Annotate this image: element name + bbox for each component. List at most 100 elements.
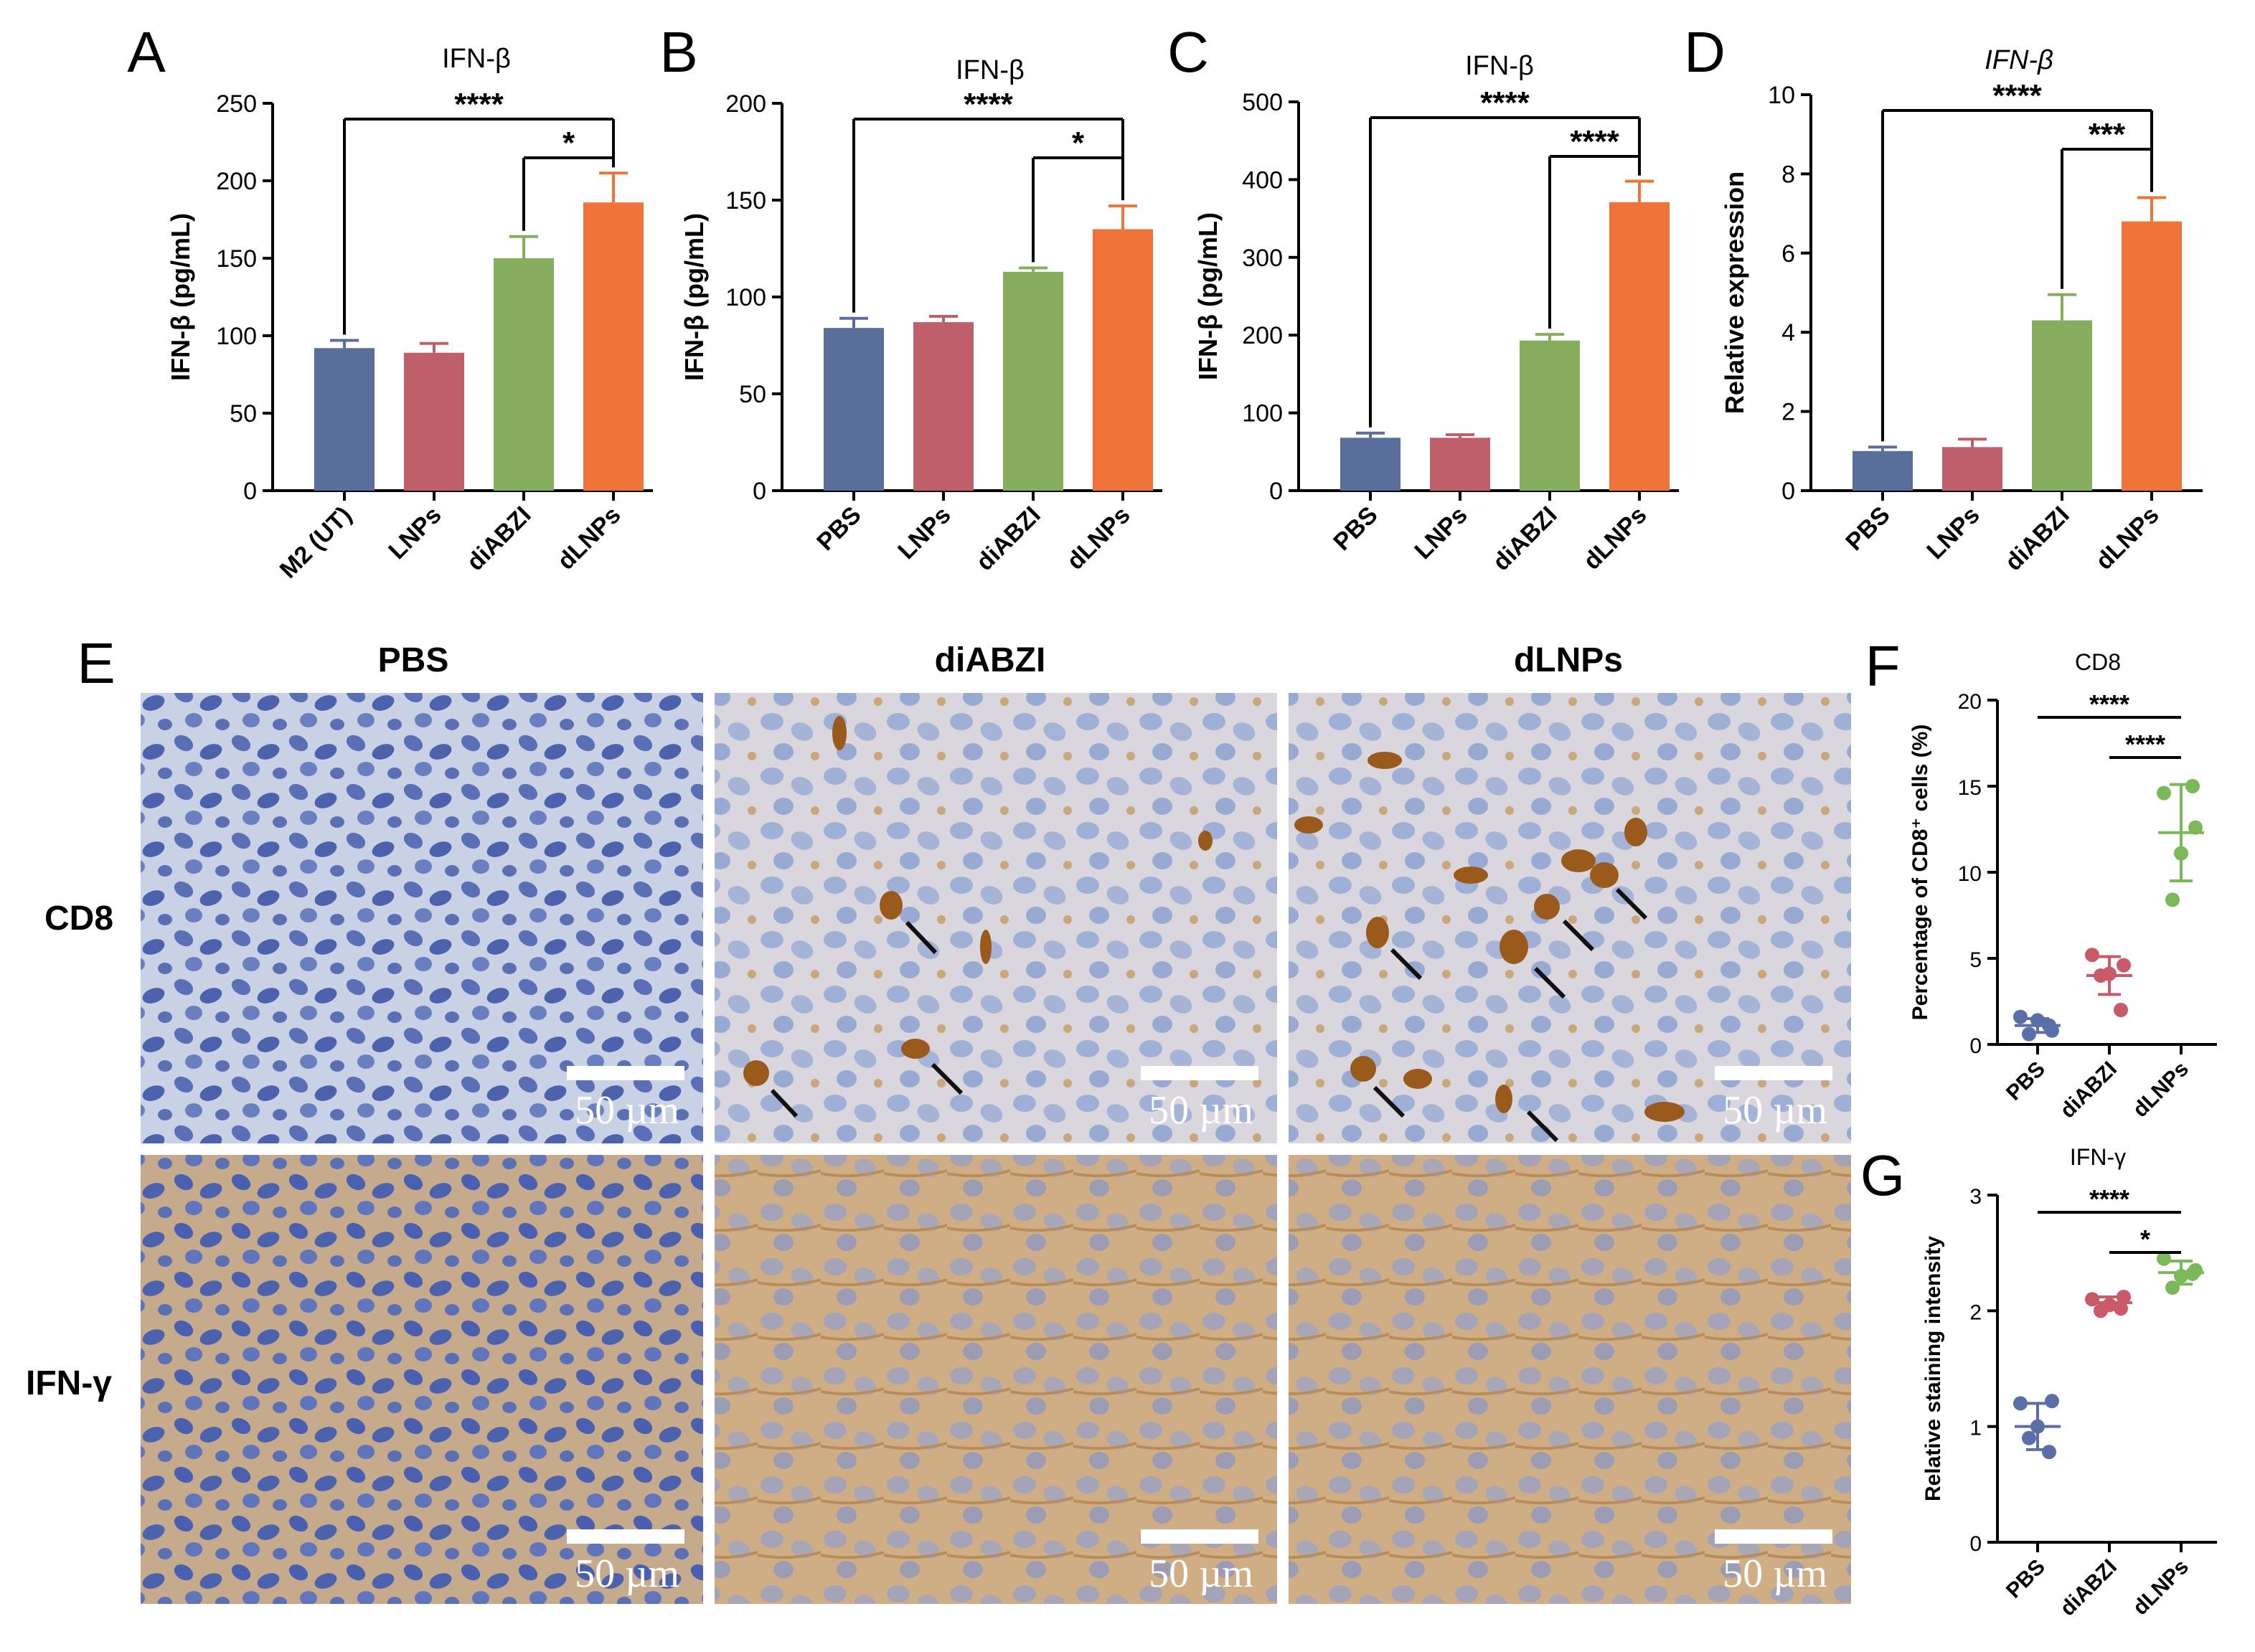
y-tick-label: 500 (1242, 89, 1283, 116)
x-tick-label: PBS (1328, 501, 1383, 556)
sig-label: **** (2089, 689, 2129, 719)
scale-label: 50 µm (1723, 1088, 1827, 1133)
bar (1093, 229, 1153, 491)
panel-letter: F (1865, 634, 1901, 698)
scale-label: 50 µm (1723, 1552, 1827, 1596)
bar (1942, 447, 2002, 491)
y-tick-label: 6 (1781, 240, 1795, 268)
x-tick-label: diABZI (461, 501, 536, 576)
y-tick-label: 200 (725, 90, 766, 118)
y-tick-label: 15 (1958, 776, 1982, 800)
sig-label: **** (964, 87, 1013, 122)
x-tick-label: dLNPs (1062, 501, 1136, 575)
y-tick-label: 150 (216, 245, 257, 273)
sig-label: **** (454, 87, 504, 122)
x-tick-label: PBS (2002, 1555, 2050, 1603)
x-tick-label: dLNPs (2128, 1555, 2193, 1620)
bar (1430, 438, 1490, 491)
x-tick-label: LNPs (383, 501, 446, 565)
y-tick-label: 0 (1969, 1532, 1982, 1556)
y-tick-label: 50 (739, 381, 766, 408)
sig-label: **** (1480, 85, 1530, 121)
data-point (2174, 1268, 2188, 1283)
x-tick-label: diABZI (2000, 501, 2074, 576)
sig-label: **** (2089, 1184, 2129, 1214)
sig-label: * (1072, 126, 1085, 161)
y-tick-label: 0 (753, 478, 766, 505)
scale-label: 50 µm (575, 1088, 679, 1133)
chart-panel: G IFN-γ Relative staining intensity 0 1 2 3 PBS… (1860, 1143, 2217, 1620)
sig-label: **** (1570, 124, 1619, 159)
bar (1520, 340, 1580, 491)
y-tick-label: 2 (1969, 1301, 1982, 1324)
sig-label: * (2140, 1224, 2150, 1254)
x-tick-label: PBS (811, 501, 866, 556)
data-point (2022, 1026, 2036, 1042)
y-tick-label: 5 (1969, 948, 1982, 972)
data-point (2157, 785, 2171, 801)
y-tick-label: 1 (1969, 1417, 1982, 1440)
x-tick-label: diABZI (1487, 501, 1562, 576)
x-tick-label: dLNPs (1578, 501, 1652, 575)
data-point (2185, 779, 2200, 793)
y-tick-label: 8 (1781, 161, 1795, 188)
bar (314, 348, 375, 491)
row-label: CD8 (44, 900, 113, 938)
scale-label: 50 µm (575, 1552, 679, 1596)
y-tick-label: 0 (1969, 1034, 1982, 1058)
chart-panel: F CD8 Percentage of CD8⁺ cells (%) 0 5 10 15 20… (1865, 634, 2217, 1123)
y-tick-label: 3 (1969, 1185, 1982, 1209)
data-point (2094, 1303, 2108, 1318)
micrograph (141, 1155, 703, 1604)
bar (1340, 438, 1400, 491)
chart-title: IFN-β (442, 44, 511, 74)
x-tick-label: LNPs (1921, 501, 1985, 565)
bar (1609, 202, 1670, 491)
data-point (2117, 1289, 2131, 1304)
sig-label: * (562, 126, 575, 161)
chart-title: IFN-β (956, 55, 1025, 85)
panel-letter: B (659, 20, 697, 84)
panel-letter: G (1860, 1143, 1905, 1207)
x-tick-label: PBS (1840, 501, 1895, 556)
bar (1003, 271, 1063, 491)
chart-title: IFN-β (1465, 51, 1534, 81)
data-point (2165, 892, 2180, 907)
data-point (2165, 1280, 2180, 1295)
histology-panel: E PBS diABZI dLNPs CD8 IFN-γ 50 µm 50 µm… (26, 631, 1851, 1604)
arrows (770, 887, 1648, 1143)
x-tick-label: LNPs (893, 501, 956, 565)
bar (583, 202, 644, 491)
panel-letter: C (1167, 20, 1209, 84)
chart-panel: A IFN-β IFN-β (pg/mL) 0 50 100 150 200 250 M2 (UT… (127, 20, 653, 584)
data-point (2188, 820, 2203, 835)
y-tick-label: 0 (243, 478, 257, 505)
data-point (2085, 948, 2099, 963)
y-tick-label: 4 (1781, 319, 1795, 346)
y-tick-label: 0 (1781, 478, 1795, 505)
data-point (2013, 1396, 2028, 1411)
x-tick-label: LNPs (1409, 501, 1472, 565)
y-tick-label: 10 (1768, 82, 1795, 109)
y-tick-label: 50 (230, 400, 257, 428)
y-axis-label: Percentage of CD8⁺ cells (%) (1908, 724, 1932, 1021)
chart-title: IFN-γ (2070, 1144, 2126, 1170)
column-label: diABZI (935, 641, 1046, 679)
y-tick-label: 2 (1781, 399, 1795, 426)
panel-letter: E (77, 631, 115, 695)
x-tick-label: diABZI (971, 501, 1045, 576)
y-tick-label: 0 (1269, 478, 1283, 505)
data-point (2117, 958, 2131, 973)
y-tick-label: 250 (216, 90, 257, 118)
bar (404, 352, 464, 491)
y-tick-label: 400 (1242, 166, 1283, 194)
column-label: PBS (378, 641, 449, 679)
bar (2032, 320, 2092, 491)
data-point (2094, 968, 2108, 983)
chart-panel: C IFN-β IFN-β (pg/mL) 0 100 200 300 400 500 PBS LN… (1167, 20, 1679, 576)
x-tick-label: diABZI (2056, 1555, 2122, 1621)
data-point (2157, 1251, 2171, 1266)
y-tick-label: 10 (1958, 862, 1982, 886)
